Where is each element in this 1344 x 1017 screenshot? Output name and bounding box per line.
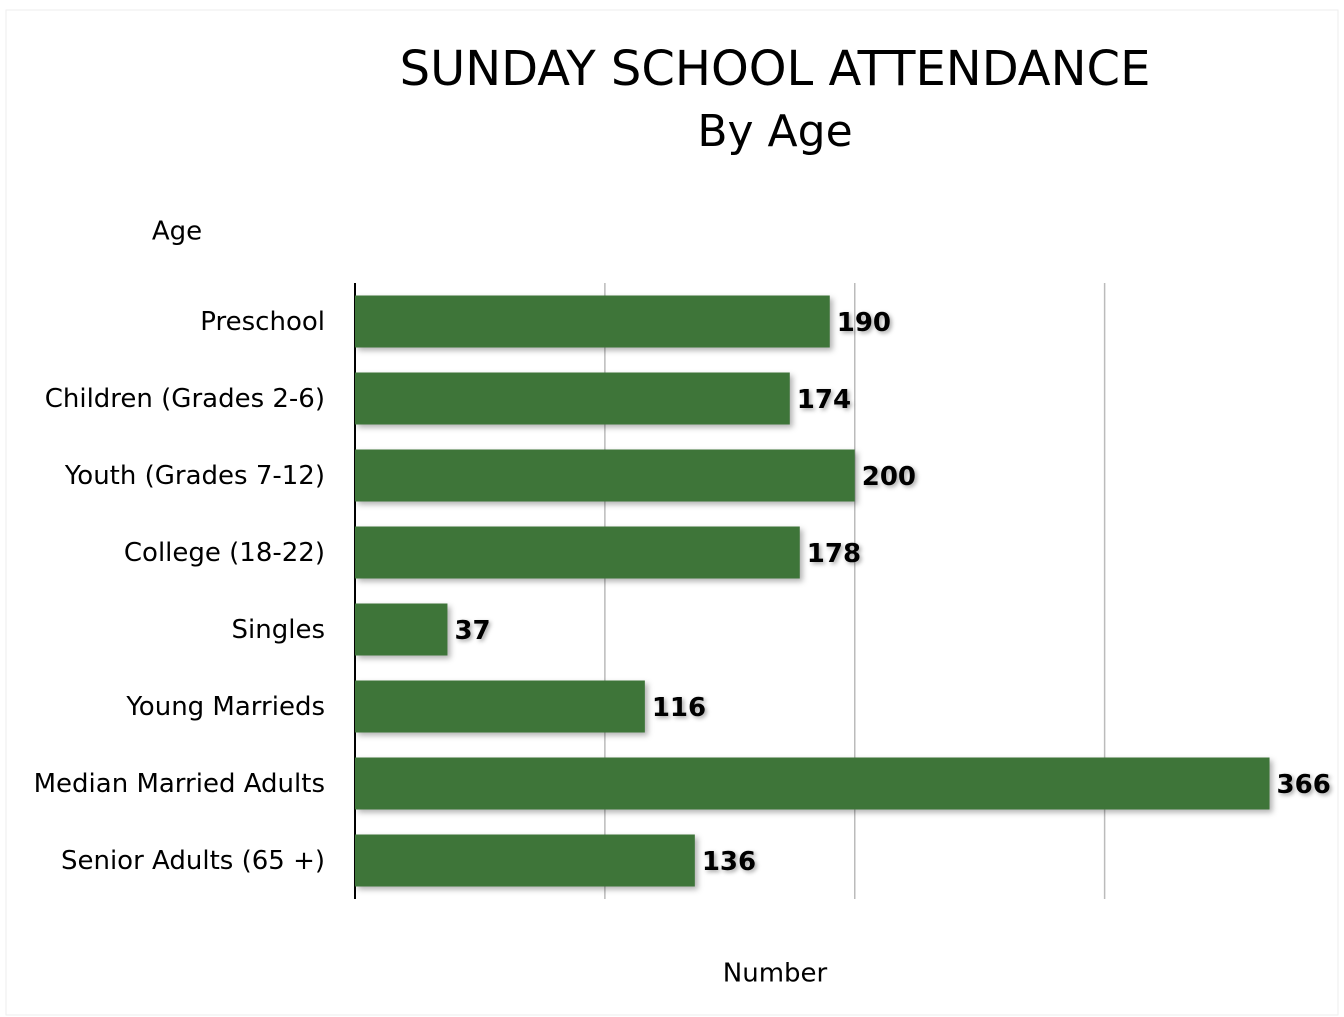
chart-subtitle: By Age (697, 106, 852, 157)
value-label: 190 (837, 308, 891, 338)
bar (355, 603, 448, 656)
chart-title: SUNDAY SCHOOL ATTENDANCE (400, 41, 1151, 97)
bar (355, 526, 800, 579)
value-label: 116 (652, 693, 706, 723)
value-label: 200 (862, 462, 916, 492)
frame (5, 9, 1339, 1016)
y-axis-label: Age (152, 217, 202, 247)
bar (355, 680, 645, 733)
y-tick-label: College (18-22) (124, 538, 325, 568)
x-axis-label: Number (723, 959, 828, 989)
bar (355, 449, 855, 502)
y-tick-label: Singles (232, 615, 325, 645)
bar (355, 757, 1270, 810)
value-label: 37 (454, 616, 490, 646)
bar (355, 295, 830, 348)
y-tick-label: Children (Grades 2-6) (45, 384, 325, 414)
bar (355, 372, 790, 425)
y-tick-label: Senior Adults (65 +) (61, 846, 325, 876)
value-label: 136 (702, 847, 756, 877)
y-tick-label: Preschool (200, 307, 325, 337)
y-tick-label: Median Married Adults (34, 769, 325, 799)
bar (355, 834, 695, 887)
value-label: 366 (1277, 770, 1331, 800)
y-tick-label: Youth (Grades 7-12) (64, 461, 325, 491)
value-label: 174 (797, 385, 851, 415)
y-tick-label: Young Marrieds (125, 692, 325, 722)
value-label: 178 (807, 539, 861, 569)
